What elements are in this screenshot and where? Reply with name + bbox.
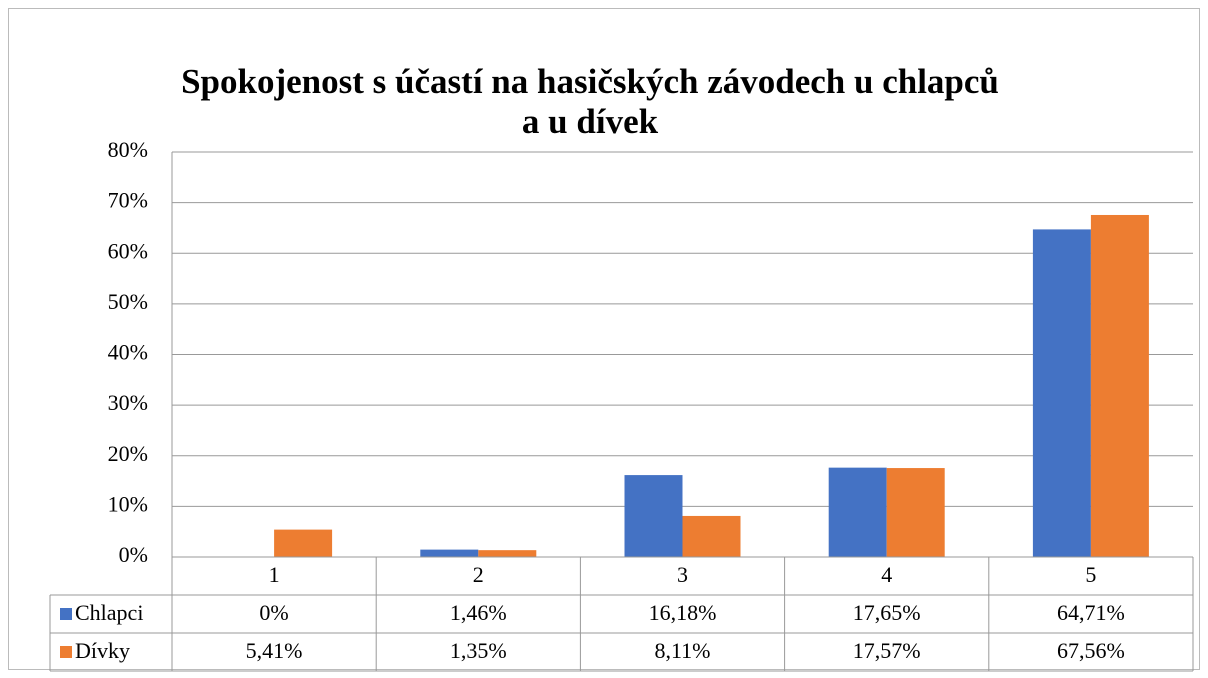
bar xyxy=(828,467,887,557)
table-value: 1,35% xyxy=(450,638,507,663)
y-tick-label: 0% xyxy=(119,542,148,567)
x-tick-label: 1 xyxy=(269,562,280,587)
x-tick-label: 5 xyxy=(1085,562,1096,587)
y-tick-label: 10% xyxy=(108,491,148,516)
table-value: 17,57% xyxy=(853,638,921,663)
legend-label: Dívky xyxy=(75,638,130,663)
bar xyxy=(624,475,683,557)
x-tick-label: 2 xyxy=(473,562,484,587)
table-value: 64,71% xyxy=(1057,600,1125,625)
chart-border xyxy=(8,8,1200,670)
y-tick-label: 50% xyxy=(108,289,148,314)
legend-swatch xyxy=(60,646,72,658)
table-value: 0% xyxy=(259,600,288,625)
bar xyxy=(886,468,945,557)
bar xyxy=(274,529,333,557)
table-value: 67,56% xyxy=(1057,638,1125,663)
table-value: 8,11% xyxy=(654,638,710,663)
y-tick-label: 40% xyxy=(108,340,148,365)
y-tick-label: 30% xyxy=(108,390,148,415)
table-value: 16,18% xyxy=(649,600,717,625)
bar xyxy=(682,515,741,557)
x-tick-label: 3 xyxy=(677,562,688,587)
legend-label: Chlapci xyxy=(75,600,143,625)
bar xyxy=(478,550,537,557)
legend-swatch xyxy=(60,608,72,620)
bar xyxy=(1032,229,1091,557)
table-value: 5,41% xyxy=(246,638,303,663)
bar xyxy=(1090,214,1149,558)
y-tick-label: 80% xyxy=(108,137,148,162)
chart-title: Spokojenost s účastí na hasičských závod… xyxy=(181,62,999,141)
x-tick-label: 4 xyxy=(881,562,892,587)
table-value: 17,65% xyxy=(853,600,921,625)
y-tick-label: 60% xyxy=(108,238,148,263)
table-value: 1,46% xyxy=(450,600,507,625)
bar xyxy=(420,549,479,557)
y-tick-label: 70% xyxy=(108,188,148,213)
y-tick-label: 20% xyxy=(108,441,148,466)
